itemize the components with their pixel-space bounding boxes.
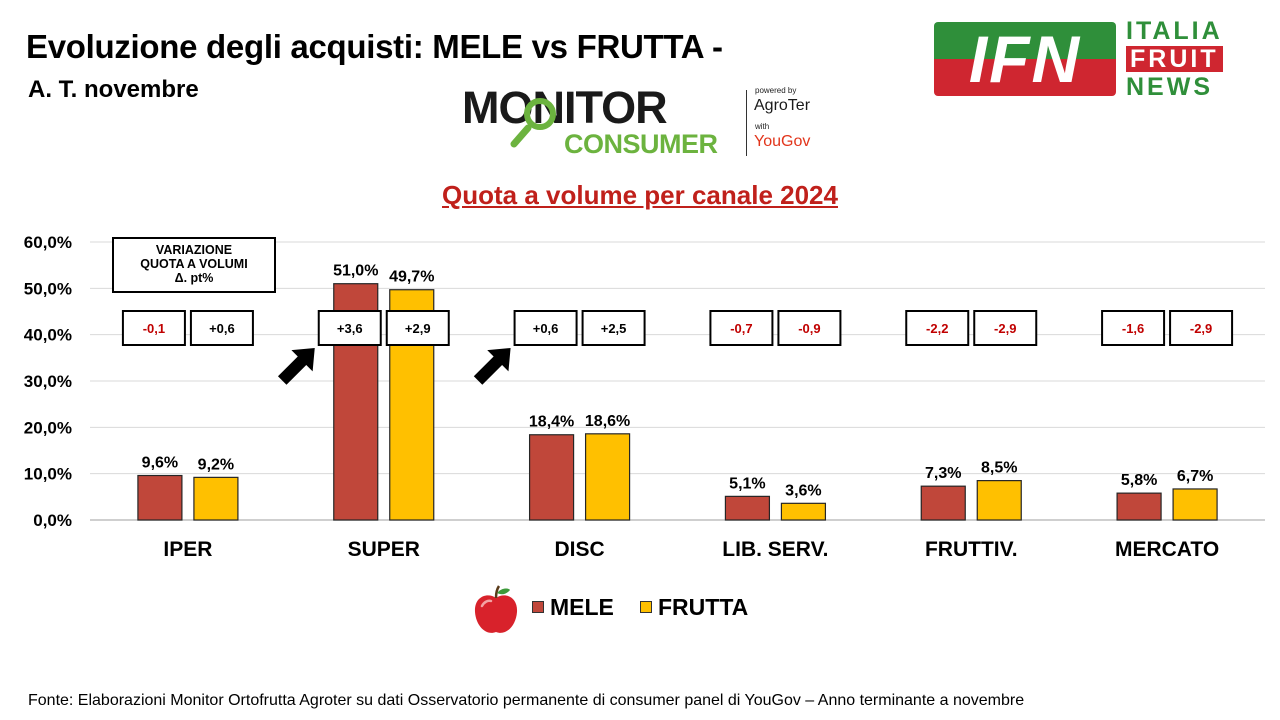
- ifn-letters: IFN: [968, 22, 1082, 96]
- y-tick-label: 30,0%: [24, 372, 72, 391]
- variation-note-line1: VARIAZIONE: [155, 243, 233, 257]
- bar-mele: [724, 495, 771, 521]
- variation-value: +3,6: [337, 321, 363, 336]
- data-label: 18,6%: [585, 413, 630, 430]
- ifn-fruit: FRUIT: [1126, 46, 1223, 72]
- variation-value: -0,7: [730, 321, 752, 336]
- monitor-consumer-logo: MONITOR CONSUMER powered by AgroTer with…: [462, 84, 842, 164]
- variation-value: -0,9: [798, 321, 820, 336]
- variation-value: +0,6: [209, 321, 235, 336]
- bar-frutta: [584, 433, 631, 521]
- variation-box: [1169, 310, 1234, 346]
- data-label: 8,5%: [981, 460, 1017, 477]
- bar-frutta: [780, 502, 827, 521]
- data-label: 51,0%: [333, 263, 378, 280]
- variation-box: [905, 310, 970, 346]
- data-label: 9,6%: [142, 455, 178, 472]
- variation-value: +2,5: [601, 321, 627, 336]
- data-label: 5,8%: [1121, 472, 1157, 489]
- variation-box: [777, 310, 842, 346]
- x-tick-label: LIB. SERV.: [722, 538, 828, 561]
- variation-box: [385, 310, 450, 346]
- logo-monitor-word: MONITOR: [462, 82, 668, 133]
- arrow-icon: [277, 348, 315, 385]
- ifn-news: NEWS: [1126, 73, 1213, 101]
- variation-value: -0,1: [143, 321, 165, 336]
- y-tick-label: 10,0%: [24, 465, 72, 484]
- variation-value: -2,9: [1190, 321, 1212, 336]
- variation-box: [581, 310, 646, 346]
- data-label: 18,4%: [529, 414, 574, 431]
- arrow-shape: [473, 348, 511, 385]
- bar-mele: [920, 485, 966, 521]
- variation-value: +0,6: [533, 321, 559, 336]
- data-label: 5,1%: [729, 475, 765, 492]
- y-tick-label: 60,0%: [24, 233, 72, 252]
- variation-note-line3: Δ. pt%: [174, 271, 214, 285]
- y-tick-label: 0,0%: [33, 511, 72, 530]
- bar-mele: [1116, 492, 1162, 521]
- magnifier-icon: [510, 98, 556, 148]
- variation-value: -2,9: [994, 321, 1016, 336]
- page-subtitle: A. T. novembre: [28, 76, 199, 103]
- x-tick-label: DISC: [554, 538, 604, 561]
- chart-title: Quota a volume per canale 2024: [442, 180, 838, 210]
- y-tick-label: 40,0%: [24, 326, 72, 345]
- apple-icon: [474, 585, 518, 633]
- variation-note-line2: QUOTA A VOLUMI: [140, 257, 248, 271]
- page-title: Evoluzione degli acquisti: MELE vs FRUTT…: [26, 28, 723, 65]
- variation-box: [709, 310, 774, 346]
- bar-mele: [137, 474, 183, 521]
- data-label: 7,3%: [925, 465, 961, 482]
- logo-divider: [746, 90, 747, 156]
- x-tick-label: FRUTTIV.: [925, 538, 1018, 561]
- variation-value: -2,2: [926, 321, 948, 336]
- x-tick-label: SUPER: [348, 538, 420, 561]
- arrow-shape: [277, 348, 315, 385]
- x-tick-label: IPER: [163, 538, 212, 561]
- y-tick-label: 50,0%: [24, 279, 72, 298]
- bar-frutta: [1172, 488, 1218, 521]
- legend-label-frutta: FRUTTA: [658, 594, 749, 620]
- legend-swatch-mele: [532, 601, 544, 613]
- y-tick-label: 20,0%: [24, 418, 72, 437]
- logo-agroter: AgroTer: [754, 97, 811, 114]
- variation-note: VARIAZIONE QUOTA A VOLUMI Δ. pt%: [112, 237, 276, 293]
- data-label: 9,2%: [198, 456, 234, 473]
- variation-box: [121, 310, 186, 346]
- chart-legend: MELE FRUTTA: [470, 584, 790, 636]
- variation-box: [1101, 310, 1166, 346]
- arrow-icon: [473, 348, 511, 385]
- logo-powered-by: powered by: [755, 86, 797, 95]
- logo-with: with: [755, 122, 770, 131]
- bar-mele: [528, 434, 575, 521]
- bar-frutta: [976, 480, 1022, 521]
- ifn-logo: IFN ITALIA FRUIT NEWS: [934, 18, 1244, 100]
- ifn-italia: ITALIA: [1126, 17, 1223, 45]
- variation-box: [317, 310, 382, 346]
- variation-box: [513, 310, 578, 346]
- x-tick-label: MERCATO: [1115, 538, 1219, 561]
- variation-box: [189, 310, 254, 346]
- ifn-logo-block: IFN: [934, 22, 1116, 96]
- legend-label-mele: MELE: [550, 594, 614, 620]
- logo-yougov: YouGov: [754, 133, 811, 150]
- data-label: 6,7%: [1177, 468, 1213, 485]
- variation-box: [973, 310, 1038, 346]
- bar-frutta: [193, 476, 239, 521]
- logo-consumer-word: CONSUMER: [564, 129, 718, 159]
- source-note: Fonte: Elaborazioni Monitor Ortofrutta A…: [28, 692, 1025, 709]
- data-label: 3,6%: [785, 482, 821, 499]
- variation-value: +2,9: [405, 321, 431, 336]
- legend-swatch-frutta: [640, 601, 652, 613]
- variation-value: -1,6: [1122, 321, 1144, 336]
- data-label: 49,7%: [389, 269, 434, 286]
